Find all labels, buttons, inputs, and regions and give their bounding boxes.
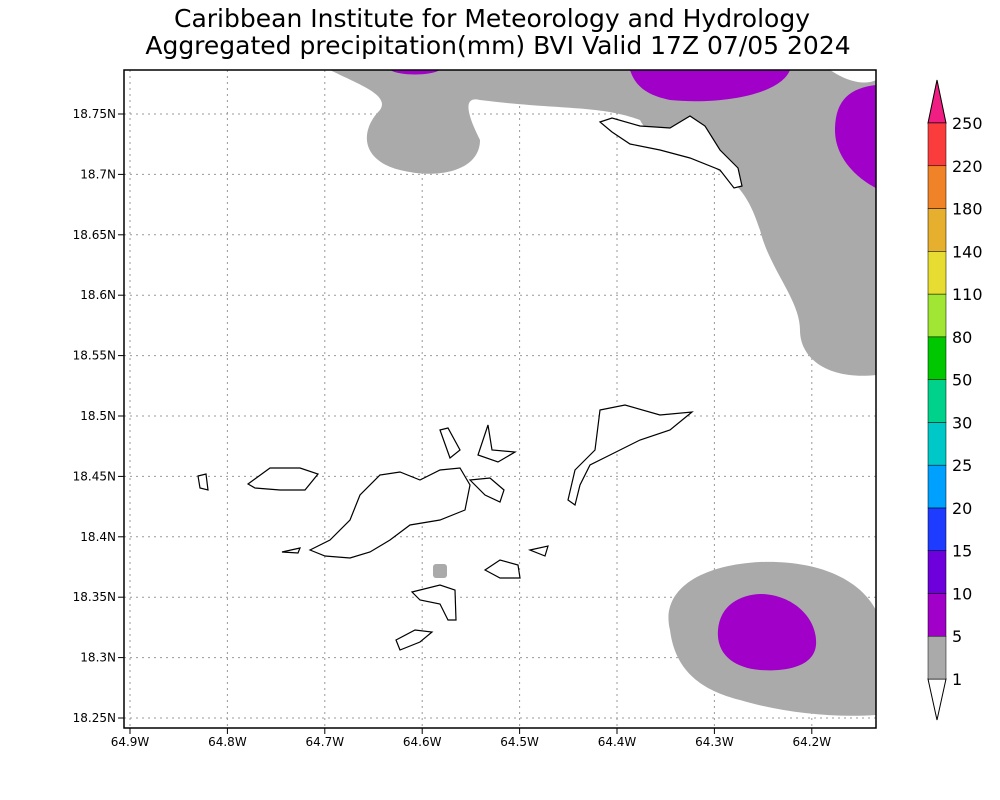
lon-label: 64.5W xyxy=(500,735,539,749)
island xyxy=(395,629,434,651)
colorbar-segment xyxy=(927,507,947,551)
colorbar-segment xyxy=(927,464,947,509)
colorbar-label: 20 xyxy=(952,499,972,518)
island xyxy=(281,547,301,554)
precip-5-10 xyxy=(835,85,876,188)
lat-label: 18.35N xyxy=(73,590,116,604)
island xyxy=(410,584,457,621)
colorbar-label: 110 xyxy=(952,285,983,304)
island xyxy=(567,404,694,507)
colorbar-segment xyxy=(927,293,947,338)
colorbar-arrow xyxy=(927,678,947,721)
lon-label: 64.2W xyxy=(793,735,832,749)
lat-label: 18.6N xyxy=(80,288,116,302)
lon-label: 64.7W xyxy=(306,735,345,749)
island xyxy=(598,115,743,189)
island xyxy=(308,467,471,559)
colorbar-label: 15 xyxy=(952,542,972,561)
lon-label: 64.4W xyxy=(598,735,637,749)
lat-label: 18.75N xyxy=(73,107,116,121)
lon-label: 64.8W xyxy=(208,735,247,749)
precip-5-10 xyxy=(390,70,440,75)
colorbar-label: 10 xyxy=(952,584,972,603)
colorbar-label: 140 xyxy=(952,242,983,261)
island xyxy=(483,559,521,579)
precip-5-10 xyxy=(630,70,790,102)
lat-label: 18.45N xyxy=(73,469,116,483)
colorbar-label: 5 xyxy=(952,627,962,646)
lat-label: 18.5N xyxy=(80,409,116,423)
lat-label: 18.7N xyxy=(80,167,116,181)
map-frame xyxy=(123,69,877,729)
lon-label: 64.6W xyxy=(403,735,442,749)
island xyxy=(468,477,505,503)
lat-label: 18.55N xyxy=(73,349,116,363)
precip-5-10 xyxy=(717,594,817,671)
colorbar-segment xyxy=(927,165,947,209)
lon-label: 64.3W xyxy=(695,735,734,749)
lat-label: 18.65N xyxy=(73,228,116,242)
lat-label: 18.25N xyxy=(73,711,116,725)
colorbar-segment xyxy=(927,251,947,295)
colorbar-segment xyxy=(927,336,947,380)
colorbar-label: 30 xyxy=(952,413,972,432)
colorbar-segment xyxy=(927,122,947,167)
precip-field xyxy=(330,70,876,716)
colorbar-label: 220 xyxy=(952,157,983,176)
islands xyxy=(197,115,743,651)
colorbar-segment xyxy=(927,593,947,637)
colorbar-segment xyxy=(927,208,947,252)
colorbar-label: 1 xyxy=(952,670,962,689)
island xyxy=(197,473,209,491)
colorbar-arrow xyxy=(927,79,947,124)
colorbar-label: 80 xyxy=(952,328,972,347)
lat-label: 18.4N xyxy=(80,530,116,544)
colorbar-segment xyxy=(927,379,947,423)
colorbar-label: 25 xyxy=(952,456,972,475)
colorbar-segment xyxy=(927,635,947,680)
title: Caribbean Institute for Meteorology and … xyxy=(174,4,810,33)
subtitle: Aggregated precipitation(mm) BVI Valid 1… xyxy=(145,31,850,60)
lon-label: 64.9W xyxy=(111,735,150,749)
island xyxy=(477,424,517,463)
island xyxy=(527,545,549,557)
island xyxy=(439,427,461,459)
colorbar-label: 250 xyxy=(952,114,983,133)
precip-1-5 xyxy=(330,70,876,376)
colorbar-segment xyxy=(927,422,947,466)
precip-1-5 xyxy=(433,564,447,578)
colorbar-label: 180 xyxy=(952,200,983,219)
colorbar-segment xyxy=(927,550,947,594)
island xyxy=(246,467,320,491)
colorbar-label: 50 xyxy=(952,371,972,390)
lat-label: 18.3N xyxy=(80,651,116,665)
